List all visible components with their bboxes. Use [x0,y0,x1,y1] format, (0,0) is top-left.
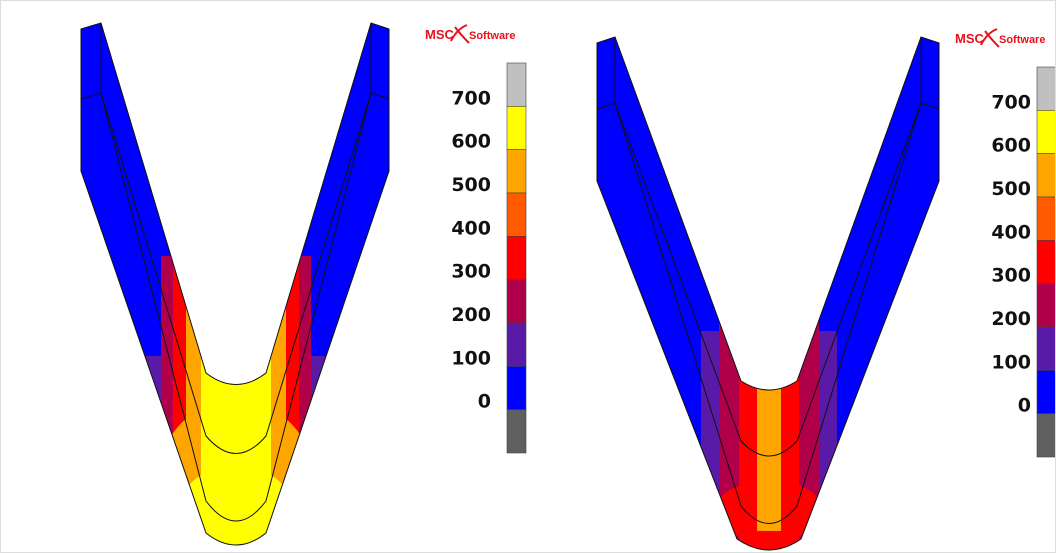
legend-band [1037,67,1056,110]
legend-label: 300 [451,261,491,283]
legend-band [1037,154,1056,197]
legend-label: 100 [451,347,491,369]
legend-band [1037,414,1056,457]
legend-band [1037,327,1056,370]
screenshot: MSC Software 700 600 500 400 300 200 100 0 MSC Soft… [0,0,1056,553]
legend-band [507,280,526,323]
legend-band [1037,370,1056,413]
logo-brand: MSC [955,31,985,46]
legend-band [507,366,526,409]
legend-band [1037,110,1056,153]
legend-band [1037,240,1056,283]
legend-band [507,106,526,149]
right-part [591,21,951,553]
logo-product: Software [999,34,1045,46]
legend-band [1037,284,1056,327]
legend-label: 700 [991,91,1031,113]
logo-product: Software [469,30,515,42]
legend-label: 600 [991,135,1031,157]
legend-band [1037,197,1056,240]
legend-label: 600 [451,131,491,153]
legend-label: 100 [991,351,1031,373]
legend-label: 500 [991,178,1031,200]
legend-label: 200 [451,304,491,326]
legend-band [507,193,526,236]
logo-brand: MSC [425,27,455,42]
legend-band [507,63,526,106]
legend-band [507,410,526,453]
legend-label: 500 [451,174,491,196]
legend-label: 300 [991,265,1031,287]
legend-label: 200 [991,308,1031,330]
legend-label: 400 [991,221,1031,243]
legend-label: 0 [1018,395,1031,417]
legend-band [507,150,526,193]
legend-label: 400 [451,217,491,239]
contour-plots: MSC Software 700 600 500 400 300 200 100 0 MSC Soft… [1,1,1056,553]
legend-band [507,236,526,279]
legend-band [507,323,526,366]
legend-label: 0 [478,391,491,413]
legend-label: 700 [451,87,491,109]
